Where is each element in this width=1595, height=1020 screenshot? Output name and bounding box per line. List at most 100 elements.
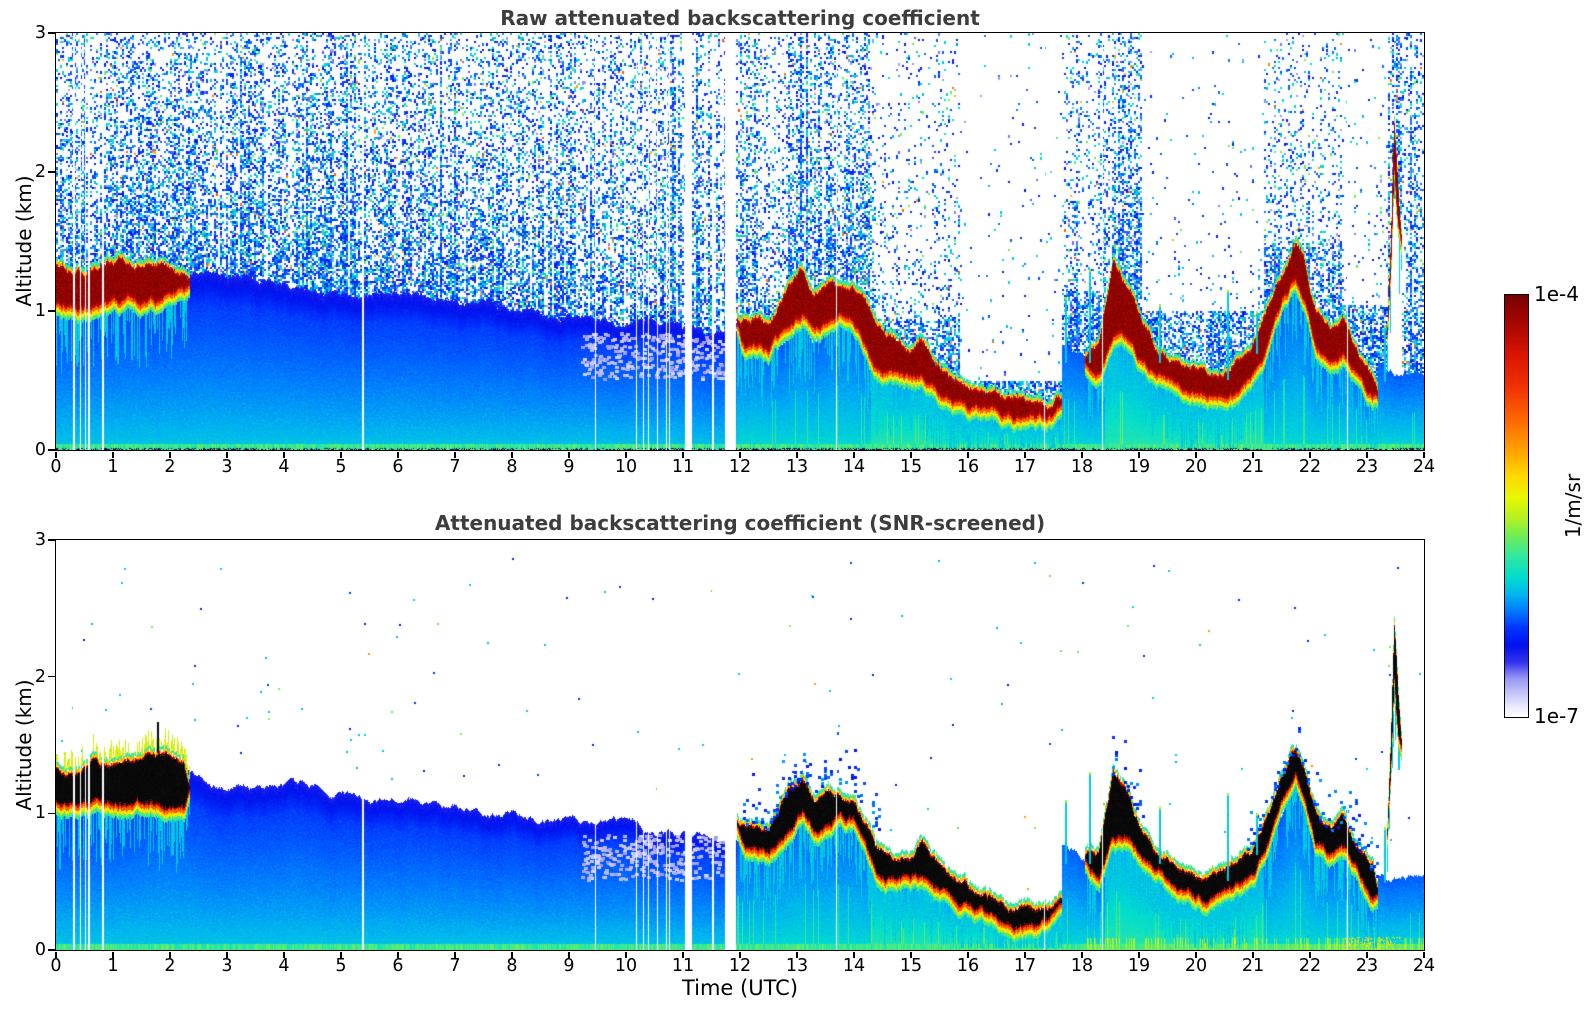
- x-tick-label: 9: [563, 956, 575, 976]
- x-tick-mark: [340, 451, 342, 458]
- x-tick-label: 3: [221, 956, 233, 976]
- x-tick-mark: [682, 951, 684, 958]
- x-tick-label: 20: [1184, 956, 1208, 976]
- x-tick-label: 5: [335, 956, 347, 976]
- x-tick-label: 15: [899, 956, 923, 976]
- x-tick-mark: [340, 951, 342, 958]
- x-tick-label: 9: [563, 457, 575, 477]
- x-tick-mark: [739, 451, 741, 458]
- x-tick-mark: [112, 951, 114, 958]
- x-axis-label: Time (UTC): [681, 976, 799, 1000]
- x-tick-mark: [967, 951, 969, 958]
- x-tick-label: 4: [278, 457, 290, 477]
- x-tick-label: 0: [50, 956, 62, 976]
- x-tick-label: 6: [392, 457, 404, 477]
- x-tick-label: 6: [392, 956, 404, 976]
- x-tick-mark: [397, 951, 399, 958]
- x-tick-label: 0: [50, 457, 62, 477]
- x-tick-mark: [1252, 451, 1254, 458]
- x-tick-mark: [1423, 451, 1425, 458]
- y-tick-label: 3: [34, 23, 46, 43]
- x-tick-mark: [625, 951, 627, 958]
- y-tick-mark: [48, 171, 55, 173]
- x-tick-label: 20: [1184, 457, 1208, 477]
- x-tick-label: 17: [1013, 956, 1037, 976]
- x-tick-label: 10: [614, 457, 638, 477]
- y-tick-mark: [48, 812, 55, 815]
- x-tick-mark: [568, 951, 570, 958]
- heatmap-canvas-screened: [55, 539, 1424, 950]
- x-tick-mark: [511, 451, 513, 458]
- x-tick-mark: [55, 451, 57, 458]
- x-tick-label: 4: [278, 956, 290, 976]
- y-tick-mark: [48, 675, 55, 678]
- x-tick-mark: [112, 451, 114, 458]
- x-tick-mark: [1195, 951, 1197, 958]
- x-tick-label: 16: [956, 956, 980, 976]
- x-tick-label: 10: [614, 956, 638, 976]
- x-tick-label: 15: [899, 457, 923, 477]
- x-tick-label: 14: [842, 457, 866, 477]
- x-tick-mark: [853, 451, 855, 458]
- x-tick-label: 19: [1127, 457, 1151, 477]
- x-tick-mark: [226, 451, 228, 458]
- x-tick-mark: [1423, 951, 1425, 958]
- x-tick-label: 24: [1412, 457, 1436, 477]
- y-tick-label: 1: [34, 301, 46, 321]
- x-tick-label: 7: [449, 956, 461, 976]
- y-tick-mark: [48, 949, 55, 951]
- x-tick-mark: [283, 951, 285, 958]
- x-tick-mark: [55, 951, 57, 958]
- y-tick-label: 3: [34, 530, 46, 550]
- x-tick-label: 2: [164, 457, 176, 477]
- x-tick-label: 2: [164, 956, 176, 976]
- x-tick-label: 1: [107, 457, 119, 477]
- x-tick-mark: [1309, 451, 1311, 458]
- x-tick-mark: [1366, 451, 1368, 458]
- x-tick-mark: [625, 451, 627, 458]
- y-tick-label: 2: [34, 666, 46, 687]
- x-tick-mark: [454, 951, 456, 958]
- x-tick-label: 23: [1355, 457, 1379, 477]
- raw-panel-frame: [54, 31, 1425, 451]
- panel-title-raw: Raw attenuated backscattering coefficien…: [500, 6, 980, 30]
- x-tick-mark: [1024, 451, 1026, 458]
- x-tick-mark: [169, 451, 171, 458]
- x-tick-mark: [283, 451, 285, 458]
- x-tick-mark: [1024, 951, 1026, 958]
- x-tick-label: 16: [956, 457, 980, 477]
- panel-title-screened: Attenuated backscattering coefficient (S…: [434, 511, 1046, 535]
- y-tick-label: 1: [34, 803, 46, 824]
- y-tick-mark: [48, 310, 55, 312]
- heatmap-canvas-raw: [55, 32, 1424, 450]
- x-tick-label: 7: [449, 457, 461, 477]
- y-tick-label: 0: [34, 940, 46, 960]
- x-tick-mark: [910, 451, 912, 458]
- x-tick-mark: [796, 451, 798, 458]
- x-tick-label: 8: [506, 457, 518, 477]
- x-tick-mark: [967, 451, 969, 458]
- y-tick-label: 2: [34, 162, 46, 182]
- colorbar: [1503, 293, 1529, 718]
- x-tick-mark: [454, 451, 456, 458]
- x-tick-label: 12: [728, 457, 752, 477]
- x-tick-label: 22: [1298, 457, 1322, 477]
- x-tick-label: 11: [671, 457, 695, 477]
- x-tick-label: 18: [1070, 956, 1094, 976]
- x-tick-label: 14: [842, 956, 866, 976]
- x-tick-label: 3: [221, 457, 233, 477]
- y-tick-mark: [48, 449, 55, 451]
- x-tick-mark: [853, 951, 855, 958]
- x-tick-mark: [169, 951, 171, 958]
- x-tick-label: 1: [107, 956, 119, 976]
- x-tick-mark: [1366, 951, 1368, 958]
- x-tick-mark: [226, 951, 228, 958]
- x-tick-label: 8: [506, 956, 518, 976]
- x-tick-label: 22: [1298, 956, 1322, 976]
- colorbar-min-label: 1e-7: [1534, 704, 1579, 728]
- x-tick-label: 5: [335, 457, 347, 477]
- x-tick-mark: [511, 951, 513, 958]
- y-tick-label: 0: [34, 440, 46, 460]
- x-tick-label: 11: [671, 956, 695, 976]
